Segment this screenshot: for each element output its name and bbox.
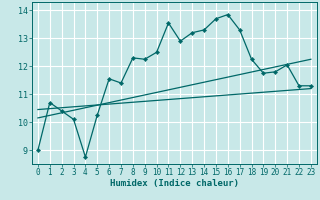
X-axis label: Humidex (Indice chaleur): Humidex (Indice chaleur) xyxy=(110,179,239,188)
